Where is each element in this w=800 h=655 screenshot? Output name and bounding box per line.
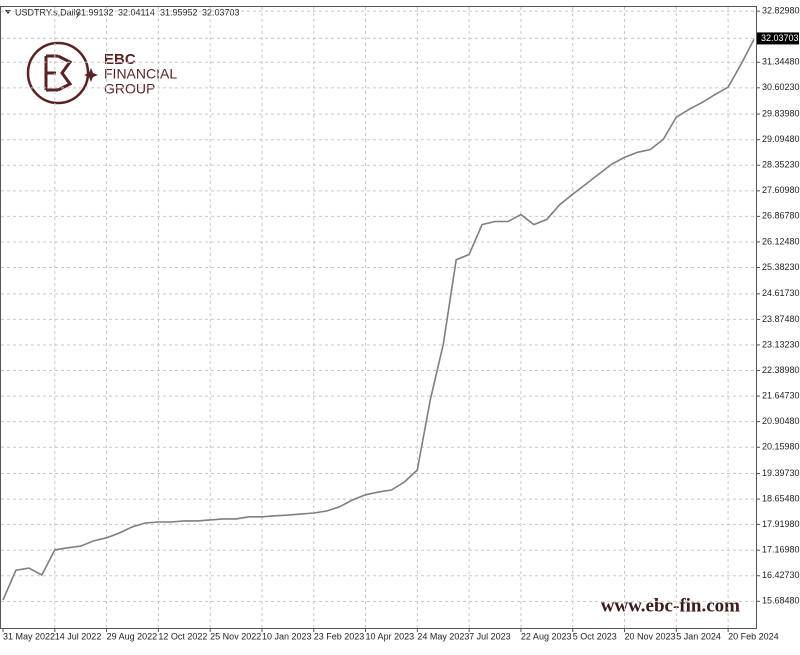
- logo-mark: [44, 54, 73, 92]
- y-tick-label: 28.35230: [762, 160, 800, 170]
- logo-ring: [26, 41, 90, 105]
- ohlc-value: 32.04114: [118, 7, 155, 17]
- logo-star: [84, 68, 98, 82]
- y-tick-label: 17.91980: [762, 519, 800, 529]
- y-tick-label: 30.60230: [762, 82, 800, 92]
- y-tick-label: 29.83980: [762, 108, 800, 118]
- y-tick-label: 18.65480: [762, 493, 800, 503]
- y-tick-label: 20.15980: [762, 442, 800, 452]
- x-tick-label: 22 Aug 2023: [521, 631, 572, 641]
- x-tick-label: 7 Jul 2023: [469, 631, 511, 641]
- x-tick-label: 24 May 2023: [417, 631, 469, 641]
- ohlc-value: 32.03703: [202, 7, 240, 17]
- x-tick-label: 12 Oct 2022: [158, 631, 207, 641]
- logo-name: EBC: [104, 51, 136, 68]
- x-tick-label: 14 Jul 2022: [55, 631, 102, 641]
- y-tick-label: 32.82980: [762, 6, 800, 16]
- y-tick-label: 20.90480: [762, 416, 800, 426]
- x-tick-label: 25 Nov 2022: [210, 631, 261, 641]
- y-tick-label: 26.86780: [762, 211, 800, 221]
- price-line: [2, 39, 755, 601]
- ohlc-value: 31.99132: [76, 7, 114, 17]
- x-tick-label: 20 Feb 2024: [728, 631, 779, 641]
- x-tick-label: 5 Oct 2023: [573, 631, 617, 641]
- y-tick-label: 25.38230: [762, 262, 800, 272]
- price-tag-label: 32.03703: [761, 33, 799, 43]
- y-tick-label: 15.68480: [762, 596, 800, 606]
- y-tick-label: 31.34480: [762, 57, 800, 67]
- y-tick-label: 19.39730: [762, 468, 800, 478]
- price-tag: [757, 32, 799, 45]
- y-tick-label: 23.87480: [762, 314, 800, 324]
- x-tick-label: 29 Aug 2022: [107, 631, 158, 641]
- y-tick-label: 16.42730: [762, 570, 800, 580]
- y-tick-label: 23.13230: [762, 339, 800, 349]
- y-tick-label: 17.16980: [762, 545, 800, 555]
- y-tick-label: 22.38980: [762, 365, 800, 375]
- logo-line: FINANCIAL: [104, 66, 177, 82]
- y-tick-label: 27.60980: [762, 185, 800, 195]
- logo: EBC FINANCIAL GROUP: [26, 41, 177, 105]
- logo-line: GROUP: [104, 81, 155, 97]
- y-tick-label: 29.09480: [762, 134, 800, 144]
- plot-frame: [0, 6, 757, 629]
- x-tick-label: 23 Feb 2023: [314, 631, 365, 641]
- x-tick-label: 20 Nov 2023: [625, 631, 676, 641]
- ohlc-value: 31.95952: [160, 7, 198, 17]
- watermark: www.ebc-fin.com: [601, 595, 740, 616]
- x-tick-label: 10 Jan 2023: [262, 631, 312, 641]
- y-tick-label: 24.61730: [762, 288, 800, 298]
- y-tick-label: 21.64730: [762, 390, 800, 400]
- y-tick-label: 26.12480: [762, 236, 800, 246]
- symbol-label: USDTRY.s,Daily: [15, 7, 81, 17]
- x-tick-label: 5 Jan 2024: [676, 631, 721, 641]
- x-tick-label: 10 Apr 2023: [366, 631, 415, 641]
- x-tick-label: 31 May 2022: [3, 631, 55, 641]
- ohlc-values: 31.99132 32.04114 31.95952 32.03703: [76, 7, 240, 17]
